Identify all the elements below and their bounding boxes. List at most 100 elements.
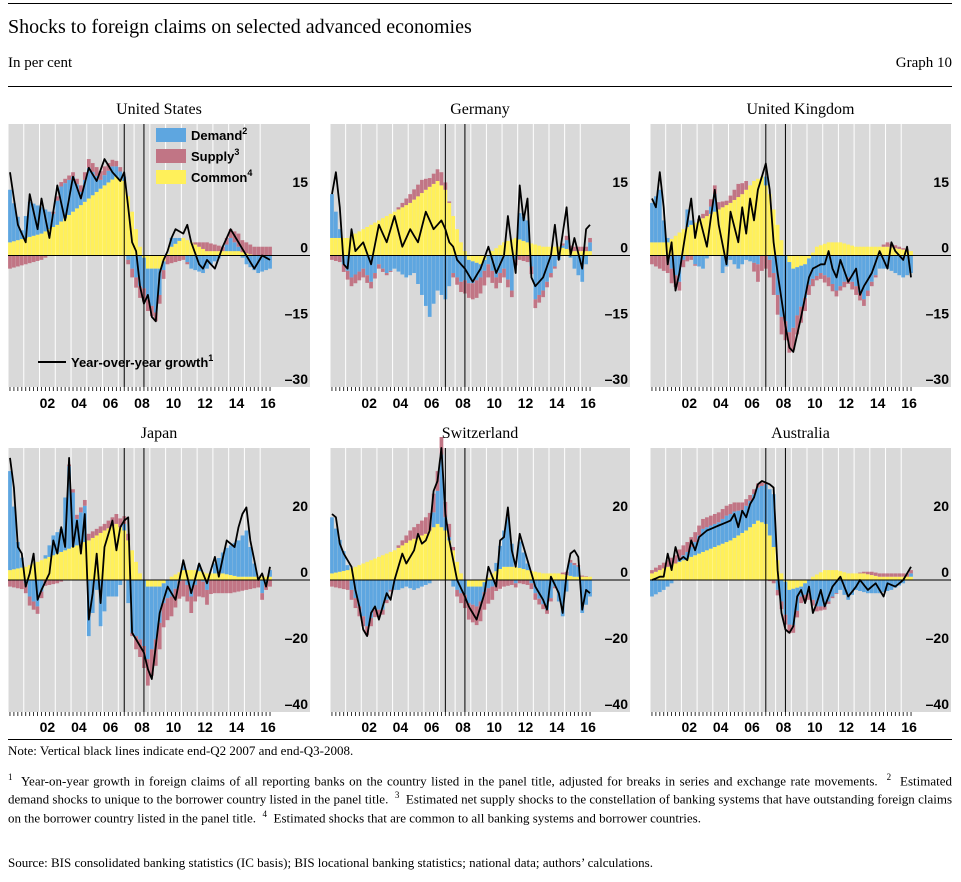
common-bar	[521, 569, 526, 580]
supply-bar	[470, 283, 475, 300]
common-bar	[365, 561, 370, 580]
demand-bar	[357, 580, 362, 607]
demand-bar	[517, 213, 522, 240]
supply-bar	[584, 246, 588, 252]
supply-bar	[212, 244, 217, 252]
demand-bar	[138, 580, 142, 640]
common-bar	[779, 573, 784, 580]
common-bar	[513, 237, 518, 256]
supply-bar	[869, 571, 874, 576]
supply-bar	[858, 572, 862, 574]
supply-bar	[161, 270, 166, 279]
y-tick-label: 0	[620, 240, 628, 256]
common-bar	[380, 555, 385, 580]
common-bar	[529, 243, 534, 256]
demand-bar	[865, 580, 870, 594]
supply-bar	[349, 589, 354, 600]
panel-title: Germany	[450, 101, 510, 118]
demand-bar	[576, 566, 581, 577]
supply-bar	[549, 598, 553, 602]
common-bar	[834, 242, 839, 256]
common-bar	[236, 251, 241, 256]
supply-bar	[369, 617, 373, 627]
supply-bar	[71, 489, 75, 493]
demand-bar	[59, 528, 64, 552]
common-bar	[416, 196, 420, 256]
demand-bar	[736, 510, 741, 536]
demand-bar	[455, 255, 459, 278]
common-bar	[822, 243, 827, 256]
demand-bar	[584, 255, 588, 265]
common-bar	[799, 255, 803, 266]
common-bar	[392, 550, 397, 580]
footnote-4-marker: 4	[262, 808, 268, 819]
common-bar	[35, 234, 40, 256]
supply-bar	[102, 523, 107, 531]
demand-bar	[169, 237, 174, 247]
demand-bar	[740, 509, 745, 533]
common-bar	[153, 255, 158, 269]
demand-bar	[337, 539, 342, 572]
demand-bar	[661, 580, 666, 590]
demand-bar	[771, 494, 776, 547]
legend-footnote: 4	[247, 168, 252, 178]
common-bar	[470, 255, 475, 262]
common-bar	[35, 561, 40, 580]
supply-bar	[650, 570, 654, 574]
demand-bar	[15, 542, 20, 569]
common-bar	[701, 218, 705, 256]
demand-bar	[193, 255, 198, 271]
demand-bar	[744, 255, 749, 260]
demand-bar	[779, 580, 784, 602]
supply-bar	[677, 281, 682, 291]
common-bar	[901, 249, 906, 256]
supply-bar	[669, 268, 674, 284]
x-tick-label: 06	[424, 395, 440, 411]
demand-bar	[767, 255, 772, 260]
common-bar	[377, 220, 381, 256]
supply-bar	[114, 160, 119, 167]
demand-bar	[708, 206, 713, 214]
demand-bar	[814, 580, 819, 607]
supply-bar	[357, 271, 362, 281]
demand-bar	[435, 255, 440, 291]
demand-bar	[701, 528, 705, 552]
common-bar	[865, 574, 870, 580]
supply-bar	[705, 210, 709, 217]
y-tick-label: –40	[285, 696, 309, 712]
supply-bar	[330, 580, 334, 587]
legend: Demand2 Supply3 Common4 Year-over-year grow…	[38, 126, 252, 370]
supply-bar	[416, 523, 420, 538]
demand-bar	[138, 255, 142, 287]
common-bar	[889, 576, 894, 580]
supply-bar	[564, 235, 569, 241]
demand-bar	[909, 255, 913, 274]
supply-bar	[720, 201, 725, 208]
demand-bar	[55, 532, 60, 554]
common-bar	[588, 576, 592, 580]
footnote-1-text: Year-on-year growth in foreign claims of…	[20, 773, 878, 789]
supply-bar	[478, 277, 483, 294]
demand-bar	[240, 255, 245, 258]
footnote-3-text: Estimated net supply shocks to the const…	[8, 791, 953, 825]
demand-bar	[337, 229, 342, 238]
demand-bar	[893, 580, 898, 588]
supply-bar	[799, 596, 803, 604]
demand-bar	[525, 563, 530, 571]
common-bar	[455, 229, 459, 256]
supply-bar	[775, 294, 780, 315]
common-bar	[728, 202, 733, 256]
supply-bar	[506, 279, 510, 288]
supply-bar	[157, 294, 162, 304]
supply-bar	[568, 559, 573, 563]
common-bar	[134, 229, 138, 256]
demand-bar	[787, 262, 792, 333]
demand-bar	[525, 220, 530, 243]
demand-bar	[697, 535, 701, 554]
demand-bar	[533, 255, 538, 300]
demand-bar	[893, 255, 898, 274]
demand-bar	[47, 545, 52, 557]
common-bar	[169, 246, 174, 256]
common-bar	[212, 573, 217, 580]
